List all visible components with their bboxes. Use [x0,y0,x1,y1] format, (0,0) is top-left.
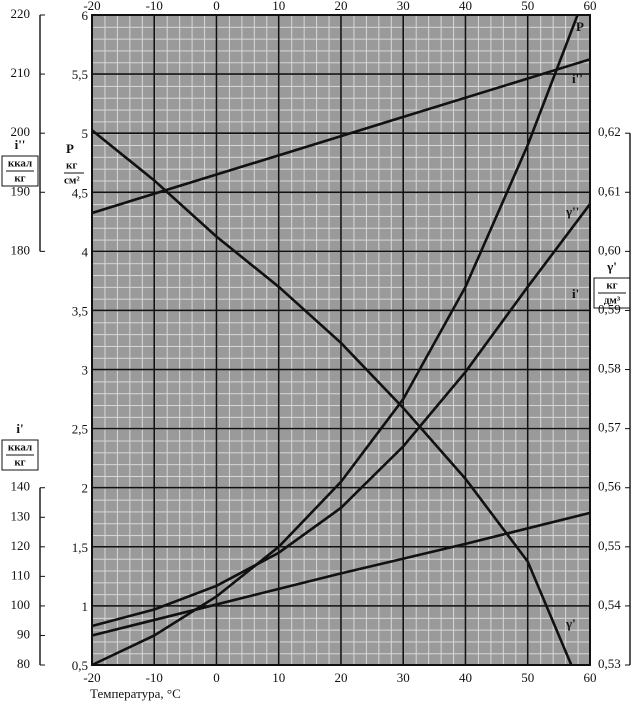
gamma-axis-label: γ' [606,259,617,274]
i2-axis-label: i'' [15,137,26,152]
p-tick-label: 2 [82,481,89,496]
i2-tick-label: 180 [11,242,31,257]
x-tick-label: 0 [213,670,220,685]
series-line [91,203,592,628]
gamma-tick-label: 0,58 [598,361,621,376]
i1-tick-label: 130 [11,508,31,523]
gamma-tick-label: 0,61 [598,183,621,198]
p-tick-label: 0,5 [72,658,88,673]
gamma-tick-label: 0,59 [598,301,621,316]
i2-tick-label: 200 [11,124,31,139]
i1-tick-label: 80 [17,656,30,671]
p-tick-label: 1 [82,599,89,614]
unit: кг [14,173,25,185]
unit: ккал [8,158,32,170]
p-tick-label: 3 [82,363,89,378]
p-axis-label: P [66,141,74,156]
i1-axis-label: i' [16,421,23,436]
gamma-tick-label: 0,56 [598,479,621,494]
x-tick-label-top: 20 [335,0,348,13]
p-tick-label: 3,5 [72,303,88,318]
x-tick-label: -20 [83,670,100,685]
gamma-tick-label: 0,60 [598,242,621,257]
x-tick-label-top: 50 [521,0,534,13]
unit: см² [64,175,80,187]
i2-tick-label: 210 [11,65,31,80]
x-tick-label: 20 [335,670,348,685]
i2-tick-label: 220 [11,6,31,21]
unit: кг [66,160,77,172]
x-tick-label-top: 60 [584,0,597,13]
gamma-tick-label: 0,55 [598,538,621,553]
unit: кг [14,457,25,469]
x-tick-label: 10 [272,670,285,685]
gamma-tick-label: 0,57 [598,420,621,435]
p-tick-label: 5,5 [72,67,88,82]
i1-tick-label: 100 [11,597,31,612]
series-label: P [576,19,584,34]
x-tick-label-top: 40 [459,0,472,13]
gamma-tick-label: 0,54 [598,597,621,612]
x-tick-label: 40 [459,670,472,685]
p-tick-label: 4,5 [72,185,88,200]
x-tick-label: -10 [146,670,163,685]
series-label: γ'' [565,204,579,219]
x-tick-label-top: -10 [146,0,163,13]
unit: ккал [8,442,32,454]
p-tick-label: 6 [82,8,89,23]
i1-tick-label: 110 [11,567,30,582]
p-tick-label: 5 [82,126,89,141]
series-line [91,58,591,215]
unit-box [1,155,39,187]
unit-box [593,277,631,309]
gamma-tick-label: 0,53 [598,656,621,671]
p-tick-label: 2,5 [72,422,88,437]
series-label: i' [572,286,579,301]
x-tick-label-top: -20 [83,0,100,13]
series-line [91,129,573,666]
x-tick-label: 50 [521,670,534,685]
p-tick-label: 4 [82,244,89,259]
i1-tick-label: 90 [17,626,30,641]
x-tick-label-top: 10 [272,0,285,13]
x-tick-label-top: 0 [213,0,220,13]
p-tick-label: 1,5 [72,540,88,555]
i1-tick-label: 120 [11,538,31,553]
plot-frame [91,14,591,666]
unit: дм³ [604,295,621,307]
i1-tick-label: 140 [11,479,31,494]
unit: кг [606,280,617,292]
x-tick-label: 30 [397,670,410,685]
x-axis-label: Температура, °C [90,686,181,701]
gamma-tick-label: 0,62 [598,124,621,139]
x-tick-label: 60 [584,670,597,685]
unit-box [1,439,39,471]
series-label: i'' [572,71,583,86]
series-label: γ' [565,616,576,631]
series-line [91,14,579,667]
x-tick-label-top: 30 [397,0,410,13]
i2-tick-label: 190 [11,183,31,198]
